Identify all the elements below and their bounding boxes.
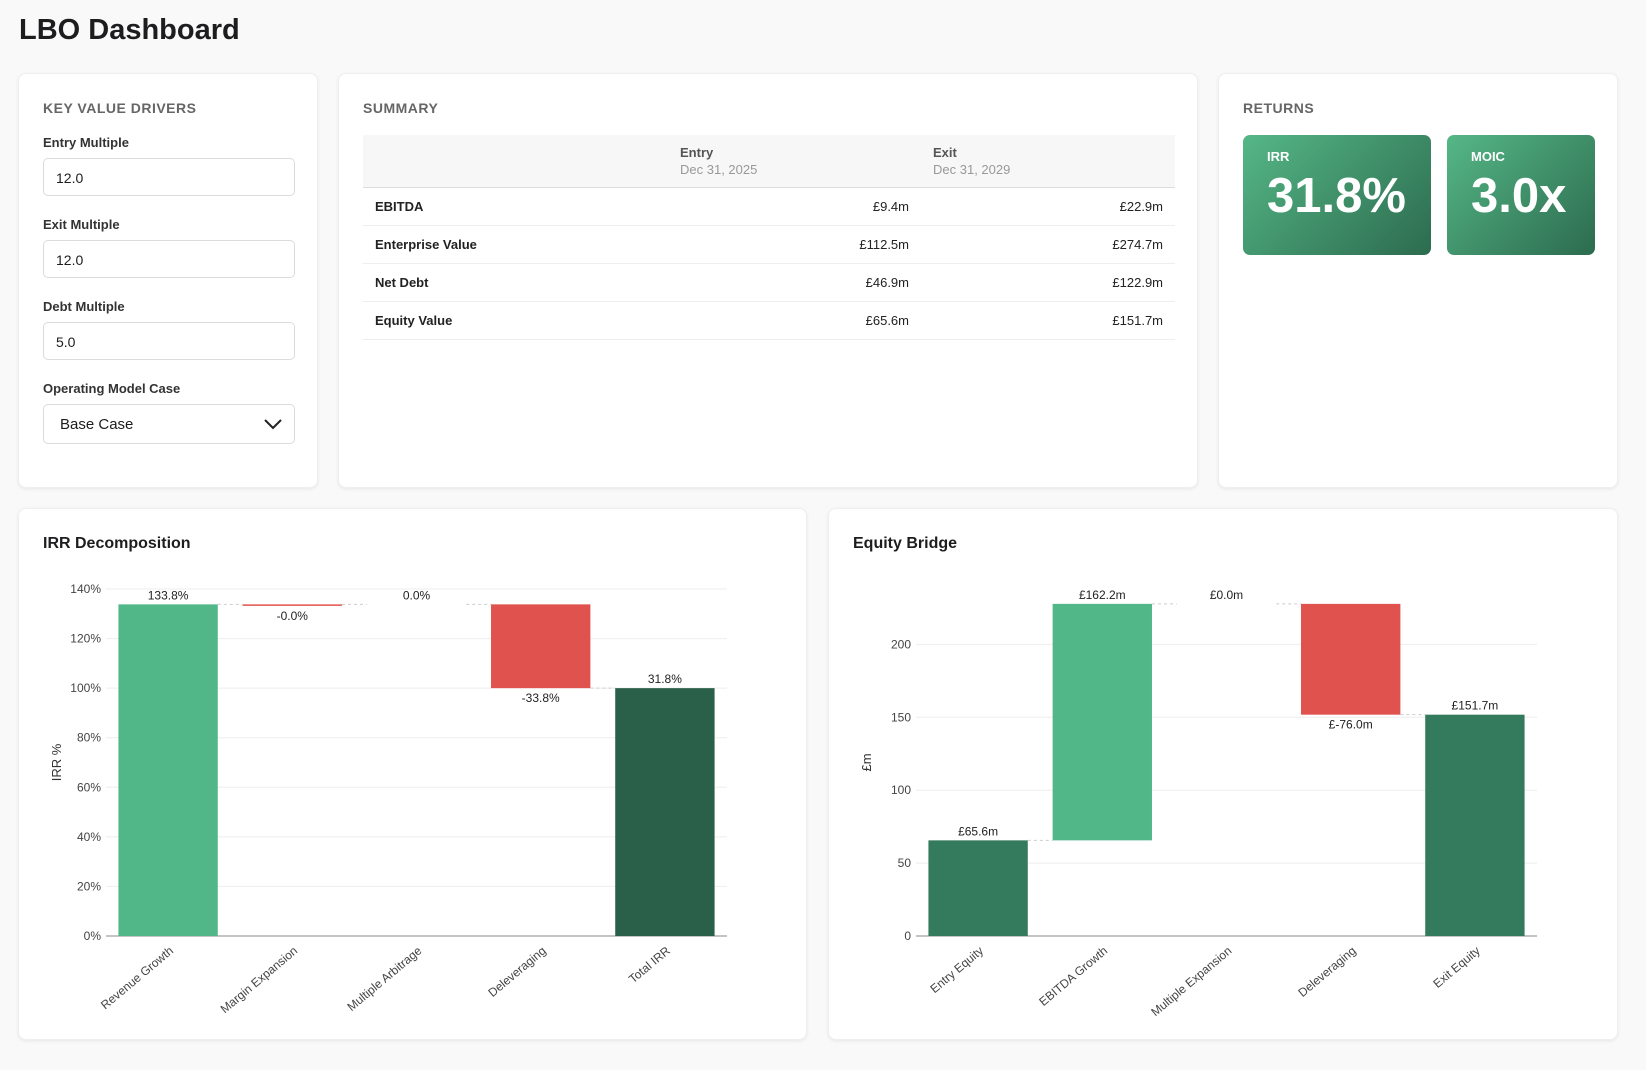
- card-label: IRR: [1267, 149, 1290, 164]
- x-tick-label: Exit Equity: [1430, 944, 1482, 991]
- header-cell: Exit Dec 31, 2029: [921, 135, 1175, 188]
- text-input[interactable]: 12.0: [43, 240, 295, 278]
- chart-title: IRR Decomposition: [43, 535, 191, 552]
- table-cell: £274.7m: [921, 225, 1175, 264]
- value-label: -0.0%: [277, 609, 309, 623]
- section-title: SUMMARY: [363, 100, 439, 116]
- value-label: 133.8%: [148, 588, 189, 602]
- y-tick-label: 150: [891, 710, 911, 724]
- value-label: 0.0%: [403, 588, 431, 602]
- col-date: Dec 31, 2025: [680, 162, 758, 177]
- table-cell: £151.7m: [921, 301, 1175, 340]
- chart: Equity Bridge £m 0 50 100 150 200 £65.6m Entry E…: [853, 535, 1537, 1019]
- summary-card: SUMMARY Entry Dec 31, 2025 Exit Dec 31, 20…: [338, 73, 1198, 488]
- bar: [491, 604, 591, 689]
- value-label: £65.6m: [958, 824, 998, 838]
- y-axis-label: IRR %: [49, 743, 64, 781]
- card-value: 3.0x: [1471, 169, 1567, 223]
- table-cell: Net Debt: [363, 263, 668, 302]
- chart-card: IRR Decomposition IRR % 0% 20% 40% 60% 80% 100%…: [18, 508, 807, 1040]
- header-cell: [363, 135, 668, 188]
- value-label: £162.2m: [1079, 588, 1126, 602]
- y-tick-label: 120%: [70, 632, 101, 646]
- section-title: RETURNS: [1243, 100, 1315, 116]
- x-tick-label: Revenue Growth: [98, 944, 176, 1013]
- table-row: Net Debt £46.9m £122.9m: [363, 263, 1175, 302]
- col-name: Entry: [680, 145, 714, 160]
- col-date: Dec 31, 2029: [933, 162, 1011, 177]
- select[interactable]: Base Case: [43, 404, 295, 444]
- x-tick-label: Entry Equity: [927, 944, 986, 996]
- y-tick-label: 100: [891, 783, 911, 797]
- y-axis-label: £m: [859, 753, 874, 771]
- chart: IRR Decomposition IRR % 0% 20% 40% 60% 80% 100%…: [43, 535, 727, 1016]
- table-row: Equity Value £65.6m £151.7m: [363, 301, 1175, 340]
- table-cell: £46.9m: [668, 263, 921, 302]
- value-label: 31.8%: [648, 672, 682, 686]
- chevron: [264, 419, 282, 430]
- x-tick-label: Margin Expansion: [218, 944, 301, 1016]
- value-label: £-76.0m: [1329, 718, 1373, 732]
- section-title: KEY VALUE DRIVERS: [43, 100, 197, 116]
- header-cell: Entry Dec 31, 2025: [668, 135, 921, 188]
- table-cell: £9.4m: [668, 187, 921, 226]
- x-tick-label: Multiple Arbitrage: [344, 943, 424, 1014]
- y-tick-label: 40%: [77, 830, 101, 844]
- field-label: Exit Multiple: [43, 217, 120, 232]
- y-tick-label: 80%: [77, 731, 101, 745]
- page-title: LBO Dashboard: [19, 14, 240, 46]
- returns-card: RETURNS IRR 31.8% MOIC 3.0x: [1218, 73, 1618, 488]
- text-input[interactable]: 12.0: [43, 158, 295, 196]
- chart-card: Equity Bridge £m 0 50 100 150 200 £65.6m Entry E…: [828, 508, 1618, 1040]
- y-tick-label: 0%: [84, 929, 102, 943]
- x-tick-label: EBITDA Growth: [1036, 944, 1110, 1009]
- moic-card: MOIC 3.0x: [1447, 135, 1595, 255]
- card-label: MOIC: [1471, 149, 1505, 164]
- y-tick-label: 140%: [70, 582, 101, 596]
- value-label: -33.8%: [522, 691, 560, 705]
- text-input[interactable]: 5.0: [43, 322, 295, 360]
- field-label: Entry Multiple: [43, 135, 129, 150]
- x-tick-label: Multiple Expansion: [1148, 944, 1234, 1019]
- bar: [242, 604, 342, 606]
- table-cell: £65.6m: [668, 301, 921, 340]
- bar: [615, 688, 715, 936]
- summary-table: Entry Dec 31, 2025 Exit Dec 31, 2029 EBITD…: [363, 135, 1175, 340]
- table-cell: £22.9m: [921, 187, 1175, 226]
- x-tick-label: Total IRR: [626, 943, 673, 986]
- y-tick-label: 50: [898, 856, 912, 870]
- bar: [1425, 714, 1525, 936]
- drivers-card: KEY VALUE DRIVERS Entry Multiple 12.0 Ex…: [18, 73, 318, 488]
- table-cell: £112.5m: [668, 225, 921, 264]
- table-row: EBITDA £9.4m £22.9m: [363, 187, 1175, 226]
- y-tick-label: 200: [891, 637, 911, 651]
- table-row: Enterprise Value £112.5m £274.7m: [363, 225, 1175, 264]
- field-label: Operating Model Case: [43, 381, 181, 396]
- irr-card: IRR 31.8%: [1243, 135, 1431, 255]
- x-tick-label: Deleveraging: [485, 944, 548, 1000]
- card-value: 31.8%: [1267, 169, 1406, 223]
- chart-title: Equity Bridge: [853, 535, 957, 552]
- y-tick-label: 60%: [77, 780, 101, 794]
- y-tick-label: 0: [904, 929, 911, 943]
- table-cell: Equity Value: [363, 301, 668, 340]
- table-cell: EBITDA: [363, 187, 668, 226]
- bar: [1052, 603, 1152, 841]
- bar: [928, 840, 1028, 936]
- field-label: Debt Multiple: [43, 299, 125, 314]
- y-tick-label: 100%: [70, 681, 101, 695]
- bar: [1301, 603, 1401, 715]
- value-label: £151.7m: [1452, 699, 1499, 713]
- bar: [118, 604, 218, 936]
- x-tick-label: Deleveraging: [1295, 944, 1358, 1000]
- table-cell: Enterprise Value: [363, 225, 668, 264]
- table-cell: £122.9m: [921, 263, 1175, 302]
- value-label: £0.0m: [1210, 588, 1243, 602]
- col-name: Exit: [933, 145, 957, 160]
- y-tick-label: 20%: [77, 879, 101, 893]
- select-value: Base Case: [60, 416, 134, 433]
